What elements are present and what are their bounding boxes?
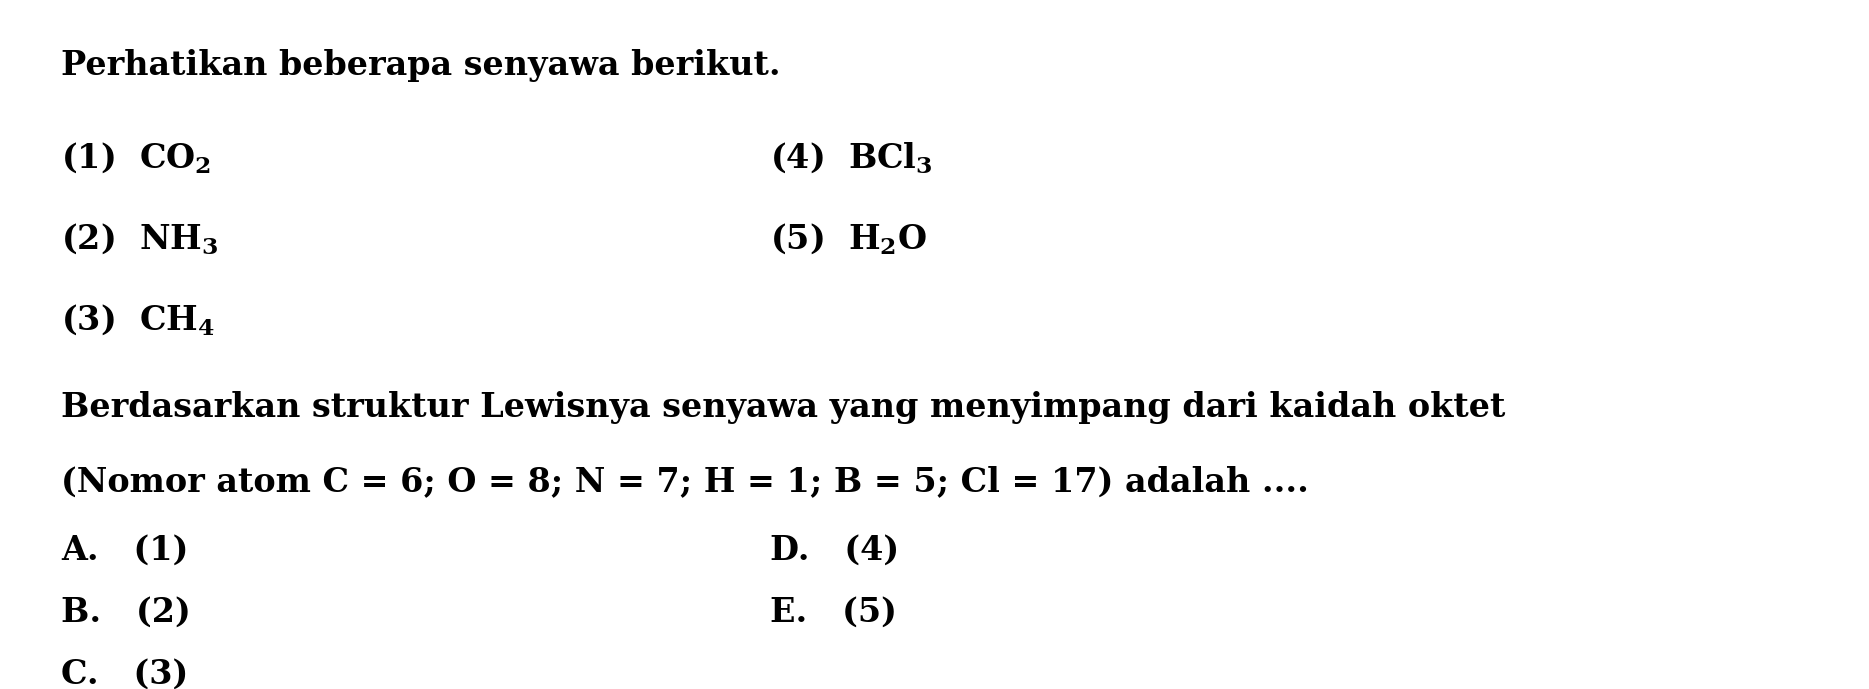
Text: Perhatikan beberapa senyawa berikut.: Perhatikan beberapa senyawa berikut. [62, 49, 781, 81]
Text: B.   (2): B. (2) [62, 596, 191, 629]
Text: E.   (5): E. (5) [770, 596, 897, 629]
Text: D.   (4): D. (4) [770, 534, 899, 567]
Text: (4)  $\mathbf{BCl_3}$: (4) $\mathbf{BCl_3}$ [770, 140, 933, 175]
Text: A.   (1): A. (1) [62, 534, 189, 567]
Text: (3)  $\mathbf{CH_4}$: (3) $\mathbf{CH_4}$ [62, 302, 215, 337]
Text: C.   (3): C. (3) [62, 658, 189, 689]
Text: (2)  $\mathbf{NH_3}$: (2) $\mathbf{NH_3}$ [62, 221, 219, 256]
Text: (5)  $\mathbf{H_2O}$: (5) $\mathbf{H_2O}$ [770, 221, 927, 256]
Text: (1)  $\mathbf{CO_2}$: (1) $\mathbf{CO_2}$ [62, 140, 211, 175]
Text: Berdasarkan struktur Lewisnya senyawa yang menyimpang dari kaidah oktet: Berdasarkan struktur Lewisnya senyawa ya… [62, 391, 1506, 424]
Text: (Nomor atom C = 6; O = 8; N = 7; H = 1; B = 5; Cl = 17) adalah ....: (Nomor atom C = 6; O = 8; N = 7; H = 1; … [62, 465, 1310, 498]
